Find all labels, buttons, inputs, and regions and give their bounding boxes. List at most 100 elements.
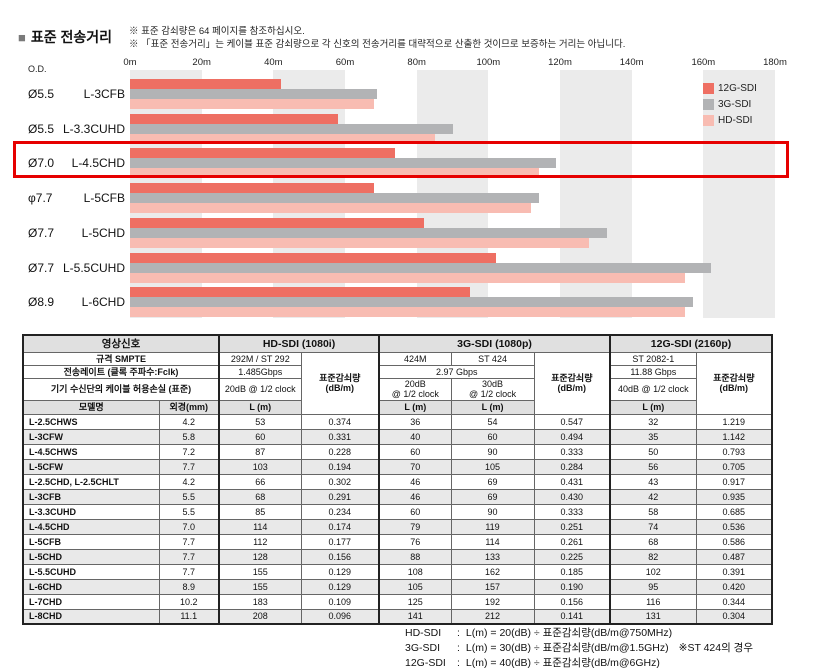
- value-cell: 0.251: [533, 518, 611, 535]
- g3-rate-value: 2.97 Gbps: [378, 365, 535, 379]
- value-cell: 4.2: [158, 413, 220, 430]
- model-name-cell: L-3.3CUHD: [22, 503, 160, 520]
- value-cell: 183: [218, 593, 302, 610]
- value-cell: 0.705: [695, 458, 773, 475]
- legend-swatch-12g-sdi: [703, 83, 714, 94]
- table-row: L-5.5CUHD 7.7 155 0.129 108 162 0.185 102 0.391: [22, 563, 773, 580]
- value-cell: 105: [450, 458, 535, 475]
- spec-table: 영상신호 HD-SDI (1080i) 3G-SDI (1080p) 12G-S…: [22, 334, 774, 626]
- g12-attenuation-header: 표준감쇠량 (dB/m): [695, 352, 773, 415]
- value-cell: 32: [609, 413, 697, 430]
- value-cell: 131: [609, 608, 697, 625]
- attenuation-unit: (dB/m): [557, 383, 587, 394]
- spec-label-rate: 전송레이트 (클록 주파수:Fclk): [22, 365, 220, 379]
- col-group-signal: 영상신호: [22, 334, 220, 353]
- value-cell: 7.7: [158, 548, 220, 565]
- col-header-length-3g-30db: L (m): [450, 399, 535, 415]
- g3-attenuation-header: 표준감쇠량 (dB/m): [533, 352, 611, 415]
- loss-clock: @ 1/2 clock: [391, 389, 439, 400]
- bar-12g-sdi: [130, 217, 424, 228]
- model-name-cell: L-3CFB: [22, 488, 160, 505]
- model-name-cell: L-3CFW: [22, 428, 160, 445]
- value-cell: 36: [378, 413, 452, 430]
- value-cell: 76: [378, 533, 452, 550]
- value-cell: 60: [450, 428, 535, 445]
- grid-band: [703, 70, 775, 318]
- value-cell: 79: [378, 518, 452, 535]
- model-name-cell: L-8CHD: [22, 608, 160, 625]
- value-cell: 87: [218, 443, 302, 460]
- value-cell: 0.096: [300, 608, 380, 625]
- value-cell: 43: [609, 473, 697, 490]
- formula-line-3g: 3G-SDI: L(m) = 30(dB) ÷ 표준감쇠량(dB/m@1.5GHz…: [405, 641, 753, 656]
- bar-3g-sdi: [130, 227, 607, 238]
- value-cell: 0.547: [533, 413, 611, 430]
- value-cell: 0.304: [695, 608, 773, 625]
- value-cell: 192: [450, 593, 535, 610]
- value-cell: 68: [609, 533, 697, 550]
- hd-attenuation-header: 표준감쇠량 (dB/m): [300, 352, 380, 415]
- x-axis-tick: 40m: [264, 57, 283, 68]
- value-cell: 0.234: [300, 503, 380, 520]
- col-header-length-12g: L (m): [609, 399, 697, 415]
- bar-12g-sdi: [130, 148, 396, 159]
- x-axis-tick: 140m: [619, 57, 644, 68]
- formula-signal: HD-SDI: [405, 627, 442, 639]
- value-cell: 0.284: [533, 458, 611, 475]
- value-cell: 162: [450, 563, 535, 580]
- table-row: L-5CHD 7.7 128 0.156 88 133 0.225 82 0.487: [22, 548, 773, 565]
- model-name-cell: L-5.5CUHD: [22, 563, 160, 580]
- legend-swatch-3g-sdi: [703, 99, 714, 110]
- value-cell: 0.331: [300, 428, 380, 445]
- bar-12g-sdi: [130, 252, 496, 263]
- value-cell: 133: [450, 548, 535, 565]
- col-group-hd-sdi: HD-SDI (1080i): [218, 334, 380, 353]
- value-cell: 0.185: [533, 563, 611, 580]
- value-cell: 46: [378, 473, 452, 490]
- title-bullet-icon: ■: [18, 29, 26, 45]
- value-cell: 114: [218, 518, 302, 535]
- value-cell: 5.8: [158, 428, 220, 445]
- value-cell: 7.7: [158, 563, 220, 580]
- value-cell: 0.431: [533, 473, 611, 490]
- bar-hd-sdi: [130, 168, 539, 179]
- category-od-label: Ø5.5: [28, 87, 55, 101]
- value-cell: 0.374: [300, 413, 380, 430]
- value-cell: 11.1: [158, 608, 220, 625]
- table-row: L-4.5CHWS 7.2 87 0.228 60 90 0.333 50 0.793: [22, 443, 773, 460]
- model-name-cell: L-4.5CHD: [22, 518, 160, 535]
- value-cell: 7.0: [158, 518, 220, 535]
- spec-label-smpte: 규격 SMPTE: [22, 352, 220, 366]
- value-cell: 1.219: [695, 413, 773, 430]
- value-cell: 0.228: [300, 443, 380, 460]
- value-cell: 0.156: [300, 548, 380, 565]
- value-cell: 58: [609, 503, 697, 520]
- formula-signal: 3G-SDI: [405, 642, 441, 654]
- value-cell: 0.109: [300, 593, 380, 610]
- attenuation-unit: (dB/m): [719, 383, 749, 394]
- table-row: L-8CHD 11.1 208 0.096 141 212 0.141 131 0.304: [22, 608, 773, 625]
- spec-label-loss: 기기 수신단의 케이블 허용손실 (표준): [22, 378, 220, 401]
- table-row: L-5CFW 7.7 103 0.194 70 105 0.284 56 0.705: [22, 458, 773, 475]
- value-cell: 0.141: [533, 608, 611, 625]
- category-od-label: Ø7.0: [28, 156, 55, 171]
- legend-item: 3G-SDI: [703, 99, 757, 110]
- formula-text: L(m) = 30(dB) ÷ 표준감쇠량(dB/m@1.5GHz): [465, 642, 669, 654]
- bar-3g-sdi: [130, 89, 378, 99]
- x-axis-tick: 180m: [763, 57, 787, 68]
- formula-text: L(m) = 40(dB) ÷ 표준감쇠량(dB/m@6GHz): [465, 657, 660, 669]
- x-axis-tick: 20m: [192, 57, 211, 68]
- value-cell: 74: [609, 518, 697, 535]
- loss-db: 30dB: [482, 379, 504, 389]
- highlight-box: [13, 141, 789, 179]
- value-cell: 155: [218, 563, 302, 580]
- x-axis-tick: 0m: [123, 57, 137, 68]
- x-axis-tick: 60m: [335, 57, 355, 68]
- value-cell: 0.935: [695, 488, 773, 505]
- bar-hd-sdi: [130, 133, 435, 144]
- value-cell: 85: [218, 503, 302, 520]
- col-group-12g-sdi: 12G-SDI (2160p): [609, 334, 773, 353]
- formula-colon: :: [457, 642, 460, 654]
- value-cell: 35: [609, 428, 697, 445]
- value-cell: 0.333: [533, 443, 611, 460]
